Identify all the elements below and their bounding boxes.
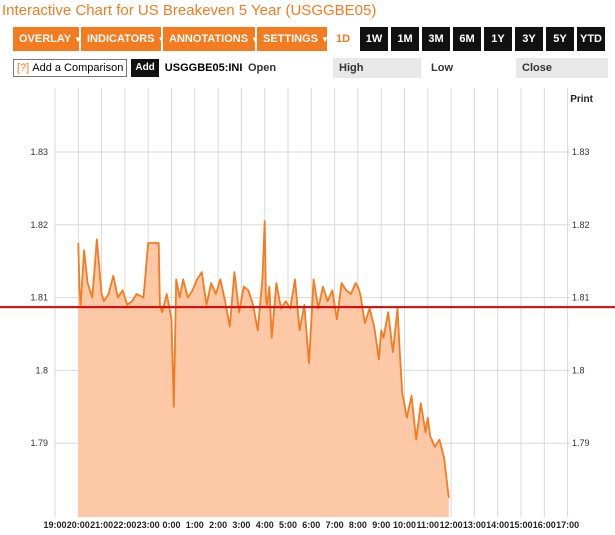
xtick-label: 16:00 (533, 520, 556, 530)
xtick-label: 17:00 (556, 520, 579, 530)
indicators-menu-label: INDICATORS (87, 33, 155, 45)
ytick-label-left: 1.8 (35, 365, 48, 375)
settings-menu[interactable]: SETTINGS ▼ (257, 27, 329, 51)
range-ytd-button[interactable]: YTD (577, 27, 605, 51)
xtick-label: 11:00 (417, 520, 440, 530)
high-field: High (333, 58, 421, 78)
comparison-input[interactable]: [?] Add a Comparison (13, 59, 128, 77)
xtick-label: 19:00 (43, 520, 66, 530)
xtick-label: 9:00 (372, 520, 390, 530)
xtick-label: 21:00 (90, 520, 113, 530)
xtick-label: 10:00 (393, 520, 416, 530)
xtick-label: 14:00 (486, 520, 509, 530)
xtick-label: 22:00 (113, 520, 136, 530)
chevron-down-icon: ▼ (321, 35, 329, 44)
xtick-label: 8:00 (349, 520, 367, 530)
xtick-label: 5:00 (279, 520, 297, 530)
low-field: Low (431, 62, 453, 74)
xtick-label: 7:00 (326, 520, 344, 530)
ytick-label-left: 1.79 (30, 438, 48, 448)
annotations-menu[interactable]: ANNOTATIONS ▼ (163, 27, 259, 51)
xtick-label: 15:00 (509, 520, 532, 530)
ytick-label-right: 1.81 (572, 293, 590, 303)
xtick-label: 1:00 (186, 520, 204, 530)
ytick-label-right: 1.82 (572, 220, 590, 230)
comparison-placeholder: Add a Comparison (32, 62, 124, 74)
chevron-down-icon: ▼ (157, 35, 166, 44)
range-1m-button[interactable]: 1M (391, 27, 419, 51)
help-link[interactable]: [?] (17, 62, 30, 74)
xtick-label: 4:00 (256, 520, 274, 530)
range-selector: 1D 1W 1M 3M 6M 1Y 3Y 5Y YTD (329, 27, 608, 51)
settings-menu-label: SETTINGS (263, 33, 319, 45)
add-comparison-button[interactable]: Add (131, 59, 159, 77)
series-area (78, 221, 449, 517)
chart-toolbar: OVERLAY ▼ INDICATORS ▼ ANNOTATIONS ▼ SETTIN… (13, 27, 329, 51)
series-line (77, 220, 450, 498)
range-6m-button[interactable]: 6M (453, 27, 481, 51)
overlay-menu[interactable]: OVERLAY ▼ (13, 27, 83, 51)
range-3y-button[interactable]: 3Y (515, 27, 543, 51)
ytick-label-left: 1.83 (30, 147, 48, 157)
symbol-label: USGGBE05:INI (164, 62, 243, 74)
xtick-label: 3:00 (232, 520, 250, 530)
annotations-menu-label: ANNOTATIONS (169, 33, 249, 45)
ytick-label-right: 1.79 (572, 438, 590, 448)
chevron-down-icon: ▼ (251, 35, 259, 44)
ytick-label-right: 1.8 (572, 365, 585, 375)
ytick-label-right: 1.83 (572, 147, 590, 157)
page-title: Interactive Chart for US Breakeven 5 Yea… (2, 2, 377, 19)
xtick-label: 13:00 (463, 520, 486, 530)
print-button[interactable]: Print (570, 94, 593, 105)
range-5y-button[interactable]: 5Y (546, 27, 574, 51)
range-1y-button[interactable]: 1Y (484, 27, 512, 51)
xtick-label: 20:00 (67, 520, 90, 530)
xtick-label: 6:00 (302, 520, 320, 530)
open-field: Open (248, 62, 277, 74)
overlay-menu-label: OVERLAY (19, 33, 72, 45)
chevron-down-icon: ▼ (74, 35, 83, 44)
xtick-label: 23:00 (137, 520, 160, 530)
ytick-label-left: 1.81 (30, 293, 48, 303)
xtick-label: 2:00 (209, 520, 227, 530)
ytick-label-left: 1.82 (30, 220, 48, 230)
range-1d-button[interactable]: 1D (329, 27, 357, 51)
xtick-label: 12:00 (440, 520, 463, 530)
comparison-row: [?] Add a Comparison Add USGGBE05:INI (13, 58, 242, 78)
close-field: Close (516, 58, 608, 78)
range-1w-button[interactable]: 1W (360, 27, 388, 51)
xtick-label: 0:00 (162, 520, 180, 530)
range-3m-button[interactable]: 3M (422, 27, 450, 51)
indicators-menu[interactable]: INDICATORS ▼ (81, 27, 165, 51)
